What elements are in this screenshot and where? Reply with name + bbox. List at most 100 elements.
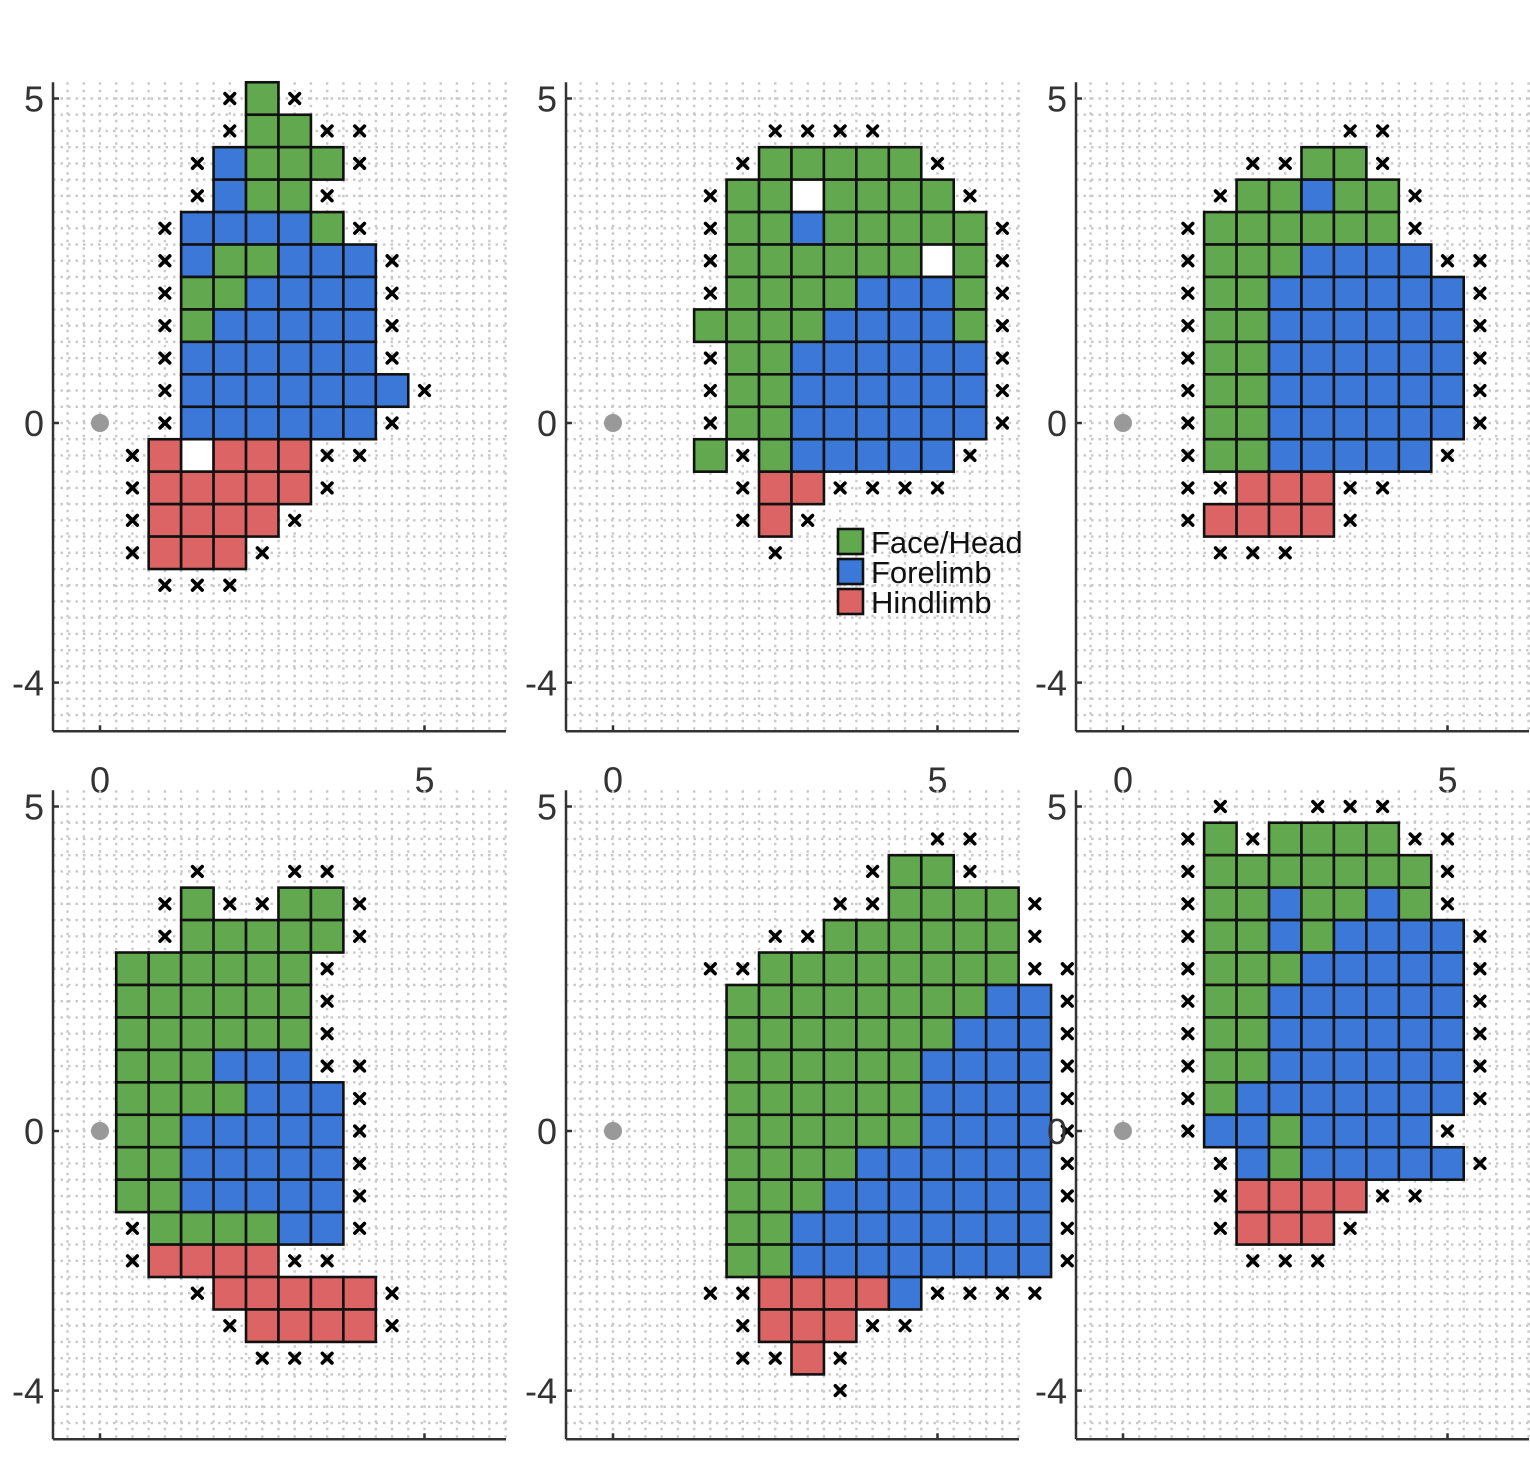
non-responsive-marker: [385, 1286, 399, 1300]
cell-forelimb: [855, 373, 891, 409]
cell-forelimb: [1397, 1081, 1433, 1117]
x-tick-label: 0: [90, 1467, 110, 1474]
cell-forelimb: [790, 1210, 826, 1246]
non-responsive-marker: [801, 124, 815, 138]
cell-face-head: [790, 983, 826, 1019]
cell-forelimb: [1365, 1048, 1401, 1084]
cell-forelimb: [1365, 373, 1401, 409]
cell-face-head: [952, 308, 988, 344]
non-responsive-marker: [1473, 1156, 1487, 1171]
x-tick-label: 0: [603, 759, 623, 800]
non-responsive-marker: [158, 929, 172, 943]
cell-hindlimb: [757, 502, 793, 538]
cell-forelimb: [1365, 1016, 1401, 1052]
cell-face-head: [887, 178, 923, 214]
cell-face-head: [757, 1243, 793, 1279]
y-tick-label: 5: [537, 79, 557, 120]
y-tick-label: -4: [12, 663, 44, 704]
cell-forelimb: [1267, 1048, 1303, 1084]
reference-point: [91, 414, 109, 432]
cell-forelimb: [1017, 1081, 1053, 1117]
cell-forelimb: [887, 437, 923, 473]
non-responsive-marker: [703, 189, 717, 203]
non-responsive-marker: [1440, 448, 1455, 463]
non-responsive-marker: [1278, 1254, 1292, 1268]
cell-face-head: [725, 405, 761, 441]
cell-face-head: [822, 1145, 858, 1181]
panel-1: -4 0 5 0 5: [12, 79, 507, 800]
cell-hindlimb: [244, 502, 280, 538]
non-responsive-marker: [1376, 124, 1390, 138]
non-responsive-marker: [963, 1286, 977, 1300]
cell-forelimb: [342, 308, 378, 344]
non-responsive-marker: [125, 1221, 140, 1235]
cell-forelimb: [1300, 951, 1336, 987]
cell-face-head: [790, 951, 826, 987]
cell-forelimb: [919, 1081, 956, 1117]
cell-face-head: [822, 178, 858, 214]
non-responsive-marker: [352, 124, 367, 138]
cell-face-head: [725, 1016, 761, 1052]
cell-forelimb: [342, 405, 378, 441]
cell-face-head: [952, 918, 988, 954]
cell-forelimb: [1397, 340, 1433, 376]
cell-forelimb: [342, 373, 378, 409]
non-responsive-marker: [1060, 1156, 1074, 1171]
non-responsive-marker: [703, 962, 717, 976]
cell-forelimb: [1365, 1145, 1401, 1181]
cell-face-head: [1202, 951, 1238, 987]
non-responsive-marker: [1213, 1221, 1227, 1235]
cell-face-head: [147, 1081, 183, 1117]
cell-forelimb: [244, 1145, 280, 1181]
cell-hindlimb: [179, 1243, 215, 1279]
cell-face-head: [1365, 821, 1401, 857]
cell-forelimb: [790, 373, 826, 409]
non-responsive-marker: [190, 864, 204, 879]
non-responsive-marker: [352, 1221, 367, 1235]
cell-face-head: [309, 210, 345, 246]
cell-forelimb: [919, 1178, 956, 1214]
y-tick-label: 0: [537, 1111, 557, 1152]
cell-face-head: [179, 1210, 215, 1246]
cell-forelimb: [374, 373, 410, 409]
cell-forelimb: [1332, 1016, 1368, 1052]
cell-forelimb: [1332, 1145, 1368, 1181]
cell-forelimb: [1365, 1081, 1401, 1117]
cell-face-head: [179, 308, 215, 344]
cell-forelimb: [1397, 1145, 1433, 1181]
cell-face-head: [179, 1016, 215, 1052]
cell-face-head: [1267, 243, 1303, 279]
cell-face-head: [855, 243, 891, 279]
cell-forelimb: [179, 405, 215, 441]
cell-hindlimb: [147, 437, 183, 473]
cell-forelimb: [1332, 1113, 1368, 1149]
cell-forelimb: [887, 275, 923, 311]
cell-forelimb: [1365, 243, 1401, 279]
cell-forelimb: [244, 308, 280, 344]
cell-face-head: [147, 1048, 183, 1084]
x-tick-label: 0: [90, 759, 110, 800]
cell-forelimb: [212, 210, 248, 246]
non-responsive-marker: [158, 221, 172, 235]
cell-face-head: [757, 210, 793, 246]
cell-forelimb: [1267, 1016, 1303, 1052]
cell-face-head: [725, 1048, 761, 1084]
cell-forelimb: [887, 1178, 923, 1214]
cell-forelimb: [342, 340, 378, 376]
cell-forelimb: [1267, 983, 1303, 1019]
map-cells: [692, 124, 1010, 560]
cell-forelimb: [855, 1210, 891, 1246]
non-responsive-marker: [1213, 189, 1227, 203]
cell-face-head: [309, 918, 345, 954]
non-responsive-marker: [255, 1351, 269, 1365]
cell-face-head: [212, 1081, 248, 1117]
cell-forelimb: [1202, 1113, 1238, 1149]
cell-forelimb: [919, 275, 956, 311]
cell-face-head: [952, 275, 988, 311]
non-responsive-marker: [1213, 1156, 1227, 1171]
non-responsive-marker: [320, 481, 334, 495]
non-responsive-marker: [288, 1254, 302, 1268]
cell-face-head: [147, 1113, 183, 1149]
cell-face-head: [757, 373, 793, 409]
non-responsive-marker: [736, 481, 750, 495]
